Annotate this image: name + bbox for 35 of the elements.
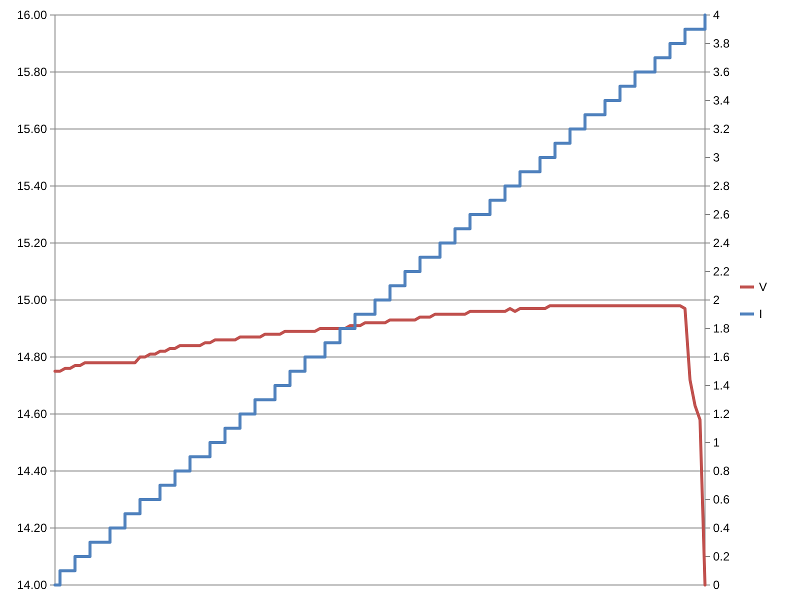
y-tick-label: 15.00 <box>16 293 48 308</box>
legend-label: V <box>759 280 768 294</box>
y2-tick-label: 1 <box>713 436 720 450</box>
y-tick-label: 15.40 <box>16 179 48 194</box>
y2-tick-label: 3.2 <box>713 122 730 136</box>
y-tick-label: 14.60 <box>16 407 48 422</box>
legend-label: I <box>759 307 762 322</box>
y-tick-label: 15.20 <box>16 236 48 250</box>
y2-tick-label: 2.6 <box>713 208 730 222</box>
y-tick-label: 14.20 <box>16 521 48 536</box>
y2-tick-label: 1.2 <box>713 407 730 422</box>
y2-tick-label: 2.2 <box>713 264 730 279</box>
y2-tick-label: 2 <box>713 293 720 308</box>
y2-tick-label: 4 <box>713 8 720 22</box>
y2-tick-label: 3.4 <box>713 94 730 108</box>
y2-tick-label: 0.2 <box>713 550 730 564</box>
y-tick-label: 16.00 <box>16 8 48 22</box>
y2-tick-label: 3.6 <box>713 65 730 80</box>
line-series <box>54 304 706 586</box>
y2-tick-label: 0 <box>713 578 720 592</box>
y2-tick-label: 1.8 <box>713 322 730 336</box>
y2-tick-label: 0.6 <box>713 492 730 507</box>
y-tick-label: 15.60 <box>16 122 48 136</box>
y2-tick-label: 1.4 <box>713 378 730 393</box>
y-tick-label: 15.80 <box>16 65 48 80</box>
y-tick-label: 14.80 <box>16 350 48 364</box>
y2-tick-label: 0.8 <box>713 464 730 478</box>
y2-tick-label: 1.6 <box>713 350 730 364</box>
y-tick-label: 14.00 <box>16 578 48 592</box>
y-tick-label: 14.40 <box>16 464 48 478</box>
y2-tick-label: 3 <box>713 150 720 165</box>
y2-tick-label: 0.4 <box>713 521 730 536</box>
y2-tick-label: 3.8 <box>713 36 730 51</box>
y2-tick-label: 2.4 <box>713 236 730 250</box>
y2-tick-label: 2.8 <box>713 179 730 194</box>
